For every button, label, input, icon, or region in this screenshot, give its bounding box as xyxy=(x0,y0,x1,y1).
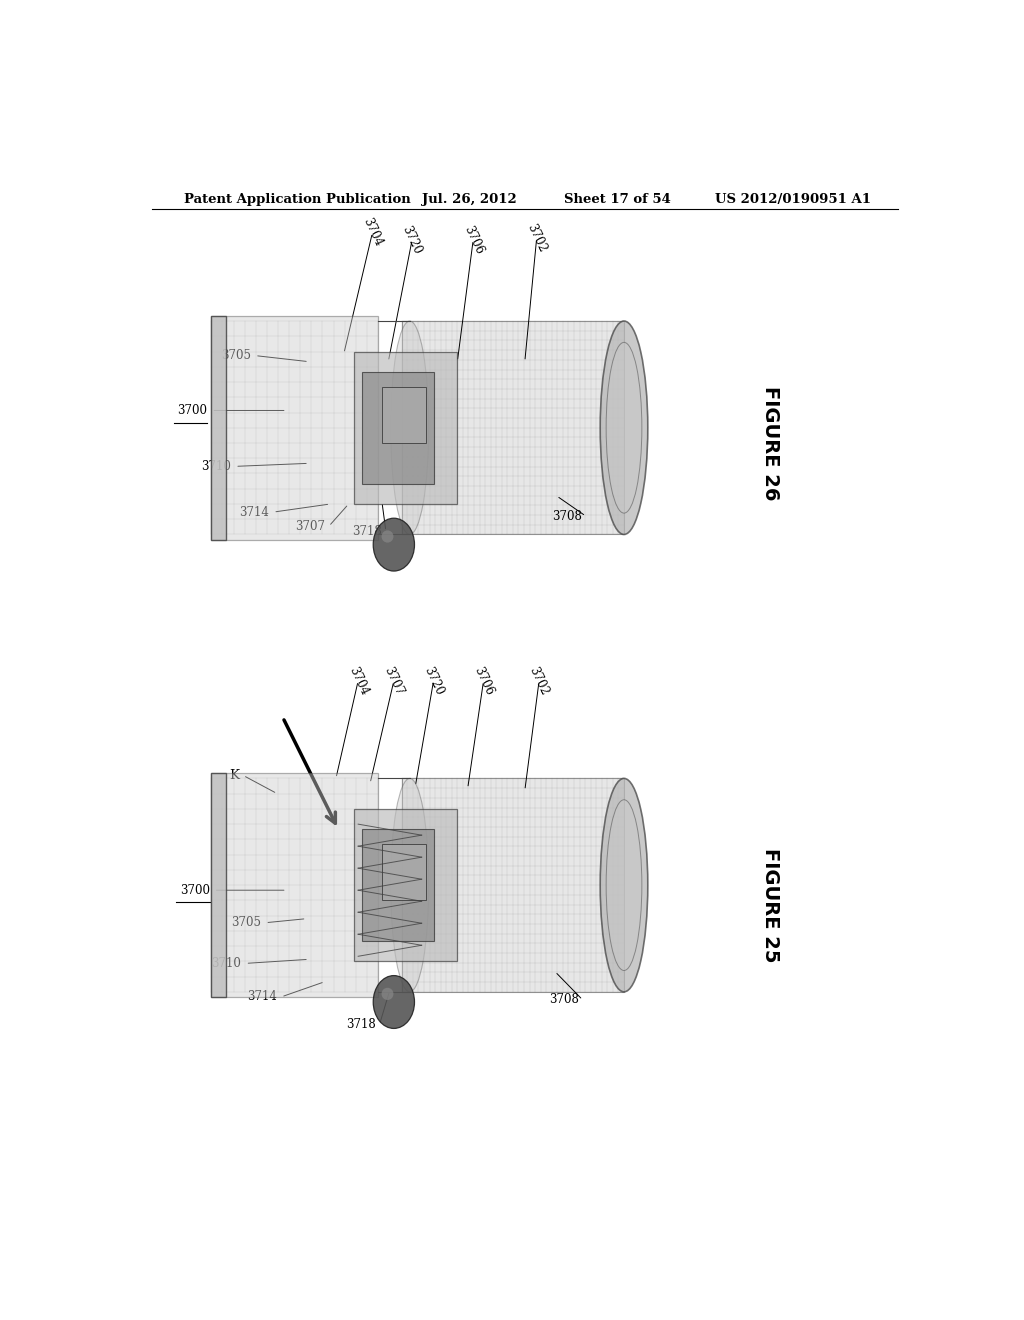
Text: 3706: 3706 xyxy=(471,664,496,697)
Ellipse shape xyxy=(373,519,415,572)
Bar xyxy=(211,774,378,997)
Bar xyxy=(211,315,225,540)
Bar xyxy=(354,809,458,961)
Bar xyxy=(382,845,426,900)
Text: 3702: 3702 xyxy=(524,222,549,253)
Text: 3718: 3718 xyxy=(352,525,382,539)
Text: US 2012/0190951 A1: US 2012/0190951 A1 xyxy=(715,193,871,206)
Ellipse shape xyxy=(373,975,415,1028)
Text: 3700: 3700 xyxy=(177,404,207,417)
Bar xyxy=(362,829,433,941)
Ellipse shape xyxy=(382,531,393,543)
Bar xyxy=(382,387,426,444)
Bar xyxy=(211,774,225,997)
Text: 3705: 3705 xyxy=(231,916,261,929)
Text: FIGURE 26: FIGURE 26 xyxy=(761,385,780,500)
Bar xyxy=(401,321,624,535)
Text: 3720: 3720 xyxy=(400,223,424,256)
Text: 3704: 3704 xyxy=(360,216,385,249)
Text: 3710: 3710 xyxy=(212,957,242,970)
Ellipse shape xyxy=(600,779,648,991)
Text: 3708: 3708 xyxy=(552,510,582,523)
Ellipse shape xyxy=(606,342,642,513)
Ellipse shape xyxy=(391,779,429,991)
Text: K: K xyxy=(229,768,240,781)
Text: 3718: 3718 xyxy=(346,1018,376,1031)
Ellipse shape xyxy=(606,800,642,970)
Text: FIGURE 25: FIGURE 25 xyxy=(761,849,780,962)
Text: 3704: 3704 xyxy=(346,664,371,697)
Text: 3714: 3714 xyxy=(240,506,269,519)
Ellipse shape xyxy=(382,987,393,1001)
Text: Jul. 26, 2012: Jul. 26, 2012 xyxy=(422,193,516,206)
Bar xyxy=(211,315,378,540)
Bar xyxy=(354,351,458,504)
Text: 3720: 3720 xyxy=(421,664,445,697)
Text: 3707: 3707 xyxy=(382,664,407,697)
Text: 3702: 3702 xyxy=(527,664,551,697)
Text: 3705: 3705 xyxy=(221,348,251,362)
Text: 3707: 3707 xyxy=(295,520,325,533)
Text: 3708: 3708 xyxy=(549,994,579,1006)
Bar xyxy=(401,779,624,991)
Bar xyxy=(362,372,433,483)
Text: 3710: 3710 xyxy=(202,459,231,473)
Ellipse shape xyxy=(600,321,648,535)
Text: 3714: 3714 xyxy=(248,990,278,1003)
Text: 3706: 3706 xyxy=(461,223,485,256)
Text: Patent Application Publication: Patent Application Publication xyxy=(183,193,411,206)
Text: Sheet 17 of 54: Sheet 17 of 54 xyxy=(564,193,672,206)
Text: 3700: 3700 xyxy=(180,883,210,896)
Ellipse shape xyxy=(391,321,429,535)
